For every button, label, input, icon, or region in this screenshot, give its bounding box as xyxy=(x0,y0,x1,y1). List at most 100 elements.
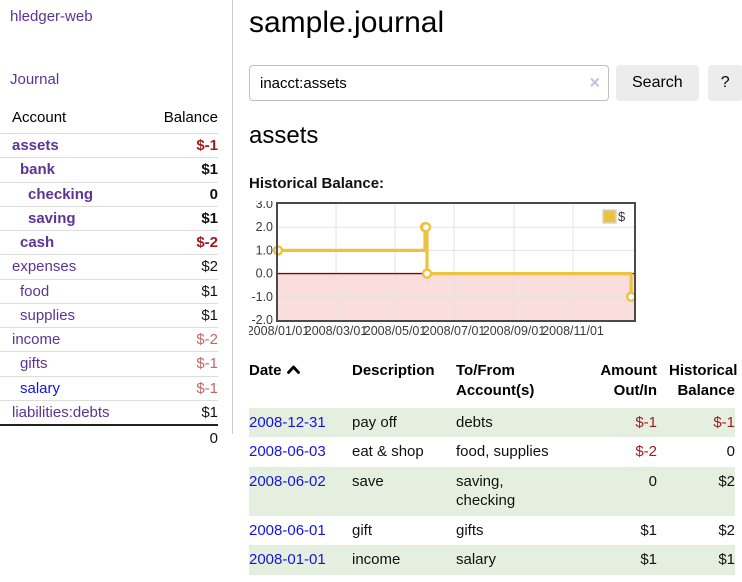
plot-border xyxy=(276,202,636,322)
transaction-date-link[interactable]: 2008-06-02 xyxy=(249,472,326,490)
legend-label: $ xyxy=(618,209,626,224)
transaction-description: save xyxy=(352,472,384,490)
x-tick-label: 2008/05/01 xyxy=(364,324,427,338)
register-col-description: Description xyxy=(352,362,435,379)
account-balance: $-2 xyxy=(145,229,218,255)
y-tick-label: 1.0 xyxy=(256,243,273,257)
legend-swatch xyxy=(602,209,617,224)
data-point-marker xyxy=(420,222,432,233)
transaction-date-link[interactable]: 2008-01-01 xyxy=(249,551,326,568)
account-link-cash[interactable]: cash xyxy=(20,234,55,251)
account-row: gifts $-1 xyxy=(0,351,218,376)
account-row: food $1 xyxy=(0,278,218,304)
transaction-accounts: food, supplies xyxy=(456,443,549,460)
transaction-date-link[interactable]: 2008-06-01 xyxy=(249,521,326,539)
register-row: 2008-01-01 income salary $1 $1 xyxy=(249,545,735,575)
account-balance: $1 xyxy=(145,302,218,328)
account-balance: $-1 xyxy=(145,351,218,376)
transaction-description: pay off xyxy=(352,413,397,431)
account-link-assets[interactable]: assets xyxy=(12,137,59,154)
account-row: assets $-1 xyxy=(0,134,218,158)
transaction-date-link[interactable]: 2008-06-03 xyxy=(249,443,326,460)
register-header-row: Date Description To/From Account(s) Amou… xyxy=(249,359,738,408)
sidebar-nav: Journal xyxy=(0,25,218,88)
account-balance: $2 xyxy=(145,254,218,279)
account-balance: $1 xyxy=(145,278,218,304)
help-button[interactable]: ? xyxy=(707,65,742,101)
account-row: saving $1 xyxy=(0,205,218,231)
x-tick-label: 2008/11/01 xyxy=(542,324,604,338)
account-link-income[interactable]: income xyxy=(12,331,61,348)
x-tick-label: 2008/07/01 xyxy=(423,324,486,338)
transaction-historical-balance: $-1 xyxy=(713,413,735,431)
account-link-bank[interactable]: bank xyxy=(20,161,56,179)
search-box: × xyxy=(249,65,609,101)
account-balance: 0 xyxy=(145,181,218,207)
account-link-supplies[interactable]: supplies xyxy=(20,306,76,324)
accounts-header-row: Account Balance xyxy=(0,107,218,134)
sidebar-item-journal[interactable]: Journal xyxy=(10,71,60,88)
y-tick-label: -1.0 xyxy=(251,290,273,304)
accounts-total-balance: 0 xyxy=(145,423,218,451)
account-link-food[interactable]: food xyxy=(20,282,50,300)
register-row: 2008-12-31 pay off debts $-1 $-1 xyxy=(249,407,735,437)
account-row: bank $1 xyxy=(0,157,218,182)
transaction-historical-balance: 0 xyxy=(726,443,735,460)
account-row: income $-2 xyxy=(0,326,218,352)
transaction-amount: 0 xyxy=(648,472,657,490)
data-point-marker xyxy=(625,291,637,303)
sort-ascending-icon xyxy=(286,365,300,374)
account-balance: $1 xyxy=(145,399,218,425)
register-row: 2008-06-01 gift gifts $1 $2 xyxy=(249,516,735,546)
account-balance: $-1 xyxy=(145,375,218,401)
transaction-description: income xyxy=(352,551,401,568)
app-title-link[interactable]: hledger-web xyxy=(10,8,93,25)
account-balance: $-1 xyxy=(196,137,218,154)
sidebar: hledger-web Journal Account Balance asse… xyxy=(0,0,233,451)
x-tick-label: 2008/01/01 xyxy=(249,324,309,338)
account-row: supplies $1 xyxy=(0,302,218,328)
account-link-salary[interactable]: salary xyxy=(20,379,61,397)
transaction-amount: $-1 xyxy=(635,413,657,431)
clear-search-icon[interactable]: × xyxy=(589,72,600,93)
transaction-date-link[interactable]: 2008-12-31 xyxy=(249,413,326,431)
transaction-description: eat & shop xyxy=(352,443,424,460)
y-tick-label: -2.0 xyxy=(251,313,273,327)
accounts-col-balance: Balance xyxy=(145,107,218,134)
account-link-gifts[interactable]: gifts xyxy=(20,355,48,373)
search-input[interactable] xyxy=(249,65,609,101)
transaction-accounts: debts xyxy=(456,413,493,431)
register-col-date[interactable]: Date xyxy=(249,359,346,408)
chart-title: Historical Balance: xyxy=(249,175,385,192)
transaction-accounts: saving, checking xyxy=(456,472,516,510)
register-col-historical: Historical Balance xyxy=(669,362,738,400)
transaction-accounts: gifts xyxy=(456,521,484,539)
account-heading: assets xyxy=(249,122,319,149)
transaction-historical-balance: $2 xyxy=(718,472,735,490)
search-button[interactable]: Search xyxy=(616,65,699,101)
account-balance: $-2 xyxy=(145,326,218,352)
account-row: liabilities:debts $1 xyxy=(0,399,218,425)
page-title: sample.journal xyxy=(249,6,445,39)
accounts-table: Account Balance assets $-1 bank $1 checking 0… xyxy=(0,107,218,451)
account-balance: $1 xyxy=(145,205,218,231)
x-tick-label: 2008/09/01 xyxy=(483,324,546,338)
account-link-liabilities-debts[interactable]: liabilities:debts xyxy=(12,403,110,421)
account-link-checking[interactable]: checking xyxy=(28,185,94,203)
register-table: Date Description To/From Account(s) Amou… xyxy=(249,359,738,575)
y-tick-label: 0.0 xyxy=(256,267,273,281)
y-tick-label: 3.0 xyxy=(256,201,273,211)
accounts-col-account: Account xyxy=(0,107,146,134)
register-col-amount: Amount Out/In xyxy=(600,362,657,400)
main-content: sample.journal × Search ? assets Histori… xyxy=(233,0,742,575)
account-link-saving[interactable]: saving xyxy=(28,209,76,227)
x-tick-label: 2008/03/01 xyxy=(305,324,368,338)
transaction-description: gift xyxy=(352,521,373,539)
transaction-amount: $1 xyxy=(640,551,657,568)
account-link-expenses[interactable]: expenses xyxy=(12,258,77,276)
y-tick-label: 2.0 xyxy=(256,220,273,234)
register-row: 2008-06-02 save saving, checking 0 $2 xyxy=(249,466,735,516)
transaction-historical-balance: $1 xyxy=(718,551,735,568)
transaction-amount: $-2 xyxy=(635,443,657,460)
